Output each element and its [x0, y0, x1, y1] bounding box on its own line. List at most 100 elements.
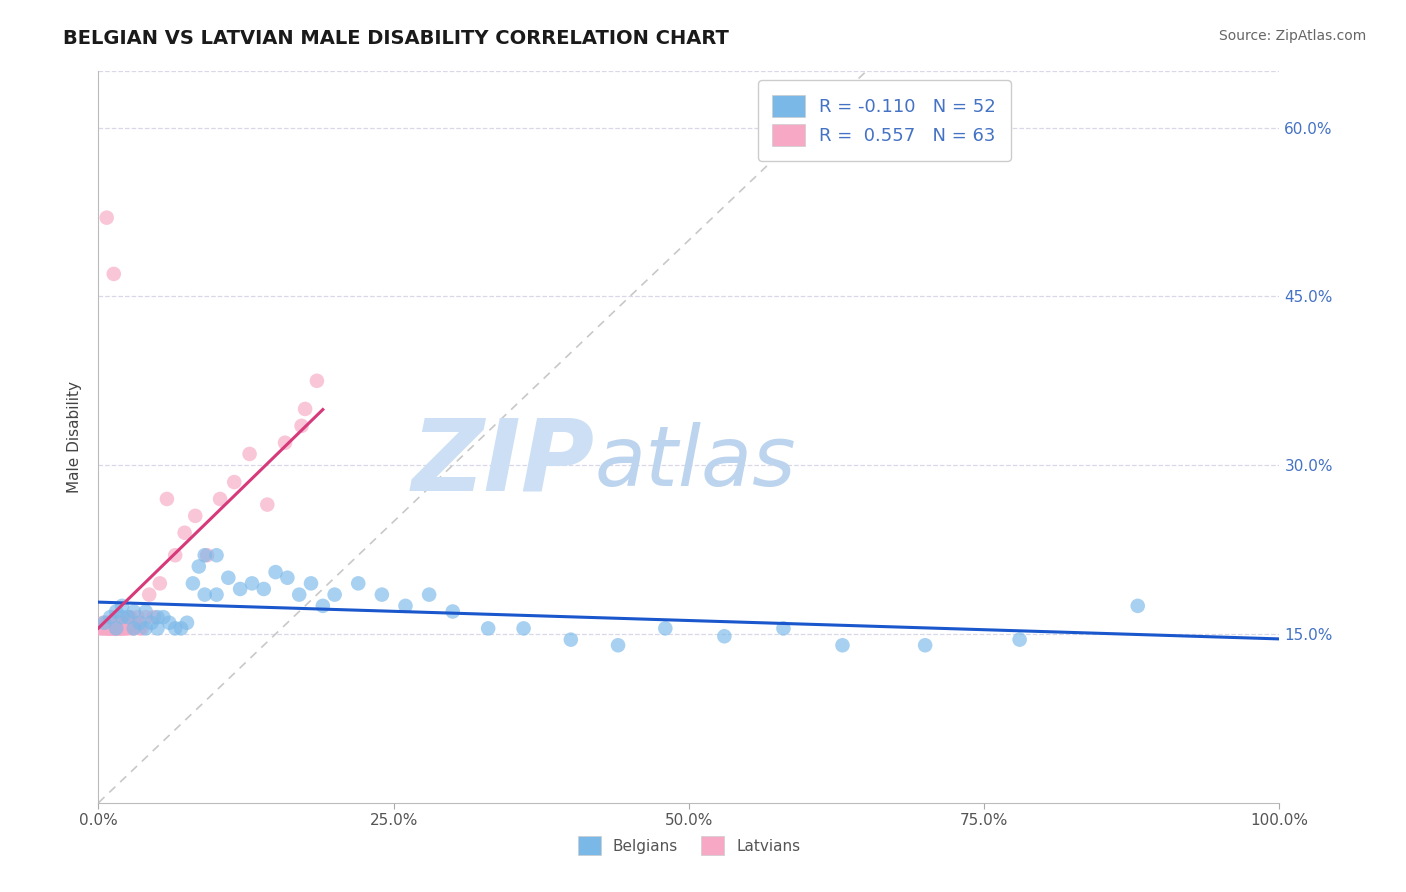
Point [107, 621, 129, 635]
Point [312, 599, 335, 613]
Point [152, 610, 174, 624]
Point [305, 374, 328, 388]
Point [141, 615, 163, 630]
Point [239, 447, 262, 461]
Point [114, 621, 136, 635]
Point [441, 605, 464, 619]
Point [224, 475, 246, 489]
Point [131, 621, 153, 635]
Y-axis label: Male Disability: Male Disability [67, 381, 83, 493]
Point [93, 621, 115, 635]
Point [104, 615, 127, 630]
Point [117, 610, 139, 624]
Point [371, 588, 394, 602]
Point [176, 615, 198, 630]
Point [105, 615, 128, 630]
Point [156, 491, 179, 506]
Point [108, 615, 131, 630]
Point [98, 615, 121, 630]
Point [240, 576, 263, 591]
Point [294, 401, 316, 416]
Point [165, 548, 187, 562]
Point [111, 615, 134, 630]
Point [170, 621, 193, 635]
Point [120, 610, 142, 624]
Point [121, 621, 143, 635]
Point [100, 615, 122, 630]
Point [1008, 632, 1031, 647]
Point [90, 621, 112, 635]
Point [299, 576, 322, 591]
Point [110, 621, 132, 635]
Point [98, 621, 121, 635]
Point [347, 576, 370, 591]
Point [96, 211, 118, 225]
Point [146, 621, 169, 635]
Point [128, 615, 150, 630]
Point [111, 621, 134, 635]
Point [112, 621, 135, 635]
Point [97, 621, 120, 635]
Point [93, 615, 115, 630]
Point [256, 498, 278, 512]
Text: ZIP: ZIP [412, 414, 595, 511]
Point [146, 610, 169, 624]
Point [100, 621, 122, 635]
Point [264, 565, 287, 579]
Point [98, 615, 121, 630]
Point [122, 621, 145, 635]
Point [135, 610, 157, 624]
Point [142, 610, 165, 624]
Legend: Belgians, Latvians: Belgians, Latvians [572, 830, 806, 861]
Point [181, 576, 204, 591]
Point [607, 638, 630, 652]
Point [127, 610, 149, 624]
Point [194, 588, 217, 602]
Text: atlas: atlas [595, 422, 796, 503]
Text: Source: ZipAtlas.com: Source: ZipAtlas.com [1219, 29, 1367, 43]
Point [105, 621, 128, 635]
Point [105, 610, 128, 624]
Point [276, 571, 298, 585]
Point [118, 610, 141, 624]
Point [122, 605, 145, 619]
Point [149, 576, 172, 591]
Point [103, 621, 125, 635]
Point [831, 638, 853, 652]
Point [108, 621, 131, 635]
Point [98, 621, 121, 635]
Point [135, 605, 157, 619]
Point [103, 621, 125, 635]
Point [184, 508, 207, 523]
Text: BELGIAN VS LATVIAN MALE DISABILITY CORRELATION CHART: BELGIAN VS LATVIAN MALE DISABILITY CORRE… [63, 29, 730, 47]
Point [105, 615, 128, 630]
Point [124, 615, 146, 630]
Point [654, 621, 676, 635]
Point [209, 491, 232, 506]
Point [274, 435, 297, 450]
Point [165, 621, 187, 635]
Point [105, 621, 128, 635]
Point [91, 621, 114, 635]
Point [1126, 599, 1149, 613]
Point [194, 548, 217, 562]
Point [195, 548, 218, 562]
Point [772, 621, 794, 635]
Point [187, 559, 209, 574]
Point [101, 615, 124, 630]
Point [323, 588, 346, 602]
Point [107, 615, 129, 630]
Point [173, 525, 195, 540]
Point [135, 621, 157, 635]
Point [96, 615, 118, 630]
Point [103, 267, 125, 281]
Point [117, 621, 139, 635]
Point [111, 599, 134, 613]
Point [914, 638, 936, 652]
Point [105, 605, 128, 619]
Point [96, 621, 118, 635]
Point [477, 621, 499, 635]
Point [253, 582, 276, 596]
Point [111, 610, 134, 624]
Point [98, 621, 121, 635]
